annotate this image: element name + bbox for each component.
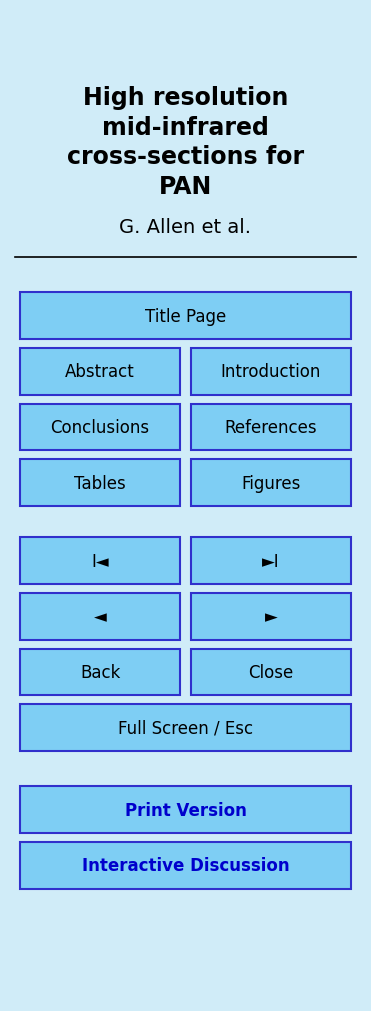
- Text: Close: Close: [248, 663, 293, 681]
- Text: ◄: ◄: [94, 608, 106, 626]
- FancyBboxPatch shape: [20, 649, 180, 696]
- FancyBboxPatch shape: [191, 538, 351, 584]
- Text: Introduction: Introduction: [221, 363, 321, 381]
- Text: Title Page: Title Page: [145, 307, 226, 326]
- Text: Tables: Tables: [74, 474, 126, 492]
- Text: I◄: I◄: [91, 552, 109, 570]
- Text: Print Version: Print Version: [125, 801, 246, 819]
- FancyBboxPatch shape: [191, 649, 351, 696]
- FancyBboxPatch shape: [191, 460, 351, 507]
- FancyBboxPatch shape: [20, 538, 180, 584]
- FancyBboxPatch shape: [191, 404, 351, 451]
- Text: Back: Back: [80, 663, 120, 681]
- Text: ►: ►: [265, 608, 277, 626]
- Text: High resolution
mid-infrared
cross-sections for
PAN: High resolution mid-infrared cross-secti…: [67, 86, 304, 199]
- Text: Figures: Figures: [241, 474, 301, 492]
- FancyBboxPatch shape: [20, 593, 180, 640]
- FancyBboxPatch shape: [20, 349, 180, 395]
- FancyBboxPatch shape: [20, 404, 180, 451]
- FancyBboxPatch shape: [20, 705, 351, 751]
- Text: Abstract: Abstract: [65, 363, 135, 381]
- Text: ►I: ►I: [262, 552, 280, 570]
- FancyBboxPatch shape: [20, 293, 351, 340]
- FancyBboxPatch shape: [20, 787, 351, 833]
- FancyBboxPatch shape: [191, 349, 351, 395]
- Text: G. Allen et al.: G. Allen et al.: [119, 217, 252, 237]
- FancyBboxPatch shape: [191, 593, 351, 640]
- Text: Conclusions: Conclusions: [50, 419, 150, 437]
- Text: References: References: [224, 419, 317, 437]
- Text: Full Screen / Esc: Full Screen / Esc: [118, 719, 253, 737]
- Text: Interactive Discussion: Interactive Discussion: [82, 856, 289, 875]
- FancyBboxPatch shape: [20, 460, 180, 507]
- FancyBboxPatch shape: [20, 842, 351, 889]
